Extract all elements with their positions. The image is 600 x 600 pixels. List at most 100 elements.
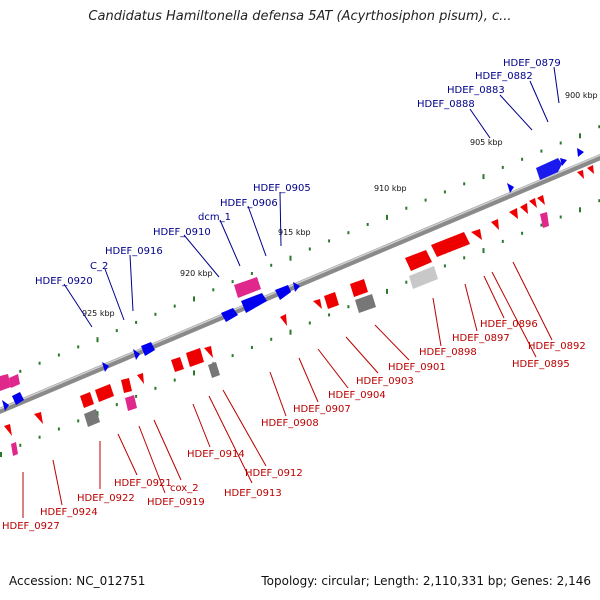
gene-label-hdef-0927[interactable]: HDEF_0927 [2, 521, 60, 532]
scale-tick [231, 354, 234, 358]
scale-tick [424, 198, 427, 202]
gene-label-hdef-0920[interactable]: HDEF_0920 [35, 276, 93, 287]
gene-feature[interactable] [280, 314, 287, 326]
gene-label-hdef-0898[interactable]: HDEF_0898 [419, 347, 477, 358]
scale-tick [386, 288, 388, 294]
gene-feature[interactable] [293, 282, 300, 292]
gene-label-hdef-0883[interactable]: HDEF_0883 [447, 85, 505, 96]
gene-feature[interactable] [204, 346, 213, 358]
gene-label-hdef-0922[interactable]: HDEF_0922 [77, 493, 135, 504]
gene-label-hdef-0901[interactable]: HDEF_0901 [388, 362, 446, 373]
gene-feature[interactable] [577, 170, 584, 179]
gene-feature[interactable] [275, 285, 291, 300]
gene-feature[interactable] [350, 279, 368, 297]
scale-tick [328, 313, 331, 317]
gene-label-hdef-0914[interactable]: HDEF_0914 [187, 449, 245, 460]
gene-label-hdef-0897[interactable]: HDEF_0897 [452, 333, 510, 344]
scale-tick [135, 394, 138, 398]
gene-feature[interactable] [80, 392, 94, 408]
gene-label-hdef-0912[interactable]: HDEF_0912 [245, 468, 303, 479]
gene-feature[interactable] [313, 299, 322, 309]
gene-label-hdef-0895[interactable]: HDEF_0895 [512, 359, 570, 370]
gene-label-c-2[interactable]: C_2 [90, 261, 108, 272]
gene-feature[interactable] [520, 203, 528, 214]
gene-feature[interactable] [405, 250, 432, 271]
gene-feature[interactable] [171, 357, 184, 372]
scale-tick [250, 272, 253, 275]
gene-feature[interactable] [491, 219, 499, 230]
scale-tick [501, 239, 504, 243]
gene-label-hdef-0892[interactable]: HDEF_0892 [528, 341, 586, 352]
gene-feature[interactable] [507, 183, 514, 193]
gene-feature[interactable] [577, 148, 584, 157]
scale-tick [347, 231, 350, 235]
gene-feature[interactable] [540, 212, 549, 228]
scale-tick [482, 174, 485, 180]
gene-label-hdef-0905[interactable]: HDEF_0905 [253, 183, 311, 194]
scale-tick [193, 296, 195, 302]
gene-label-hdef-0908[interactable]: HDEF_0908 [261, 418, 319, 429]
scale-label-925: 925 kbp [82, 309, 115, 318]
gene-feature[interactable] [431, 232, 470, 257]
gene-label-hdef-0896[interactable]: HDEF_0896 [480, 319, 538, 330]
gene-feature[interactable] [125, 395, 137, 411]
gene-label-hdef-0906[interactable]: HDEF_0906 [220, 198, 278, 209]
gene-feature[interactable] [4, 424, 12, 436]
gene-feature[interactable] [186, 348, 204, 367]
scale-tick [598, 125, 600, 129]
gene-feature[interactable] [221, 308, 238, 322]
gene-feature[interactable] [137, 373, 144, 384]
gene-feature[interactable] [11, 442, 18, 456]
gene-label-hdef-0907[interactable]: HDEF_0907 [293, 404, 351, 415]
gene-feature[interactable] [34, 412, 43, 424]
gene-feature[interactable] [0, 374, 11, 391]
gene-feature[interactable] [208, 362, 220, 378]
genome-summary-text: Topology: circular; Length: 2,110,331 bp… [261, 574, 591, 588]
gene-feature[interactable] [355, 294, 376, 313]
gene-label-hdef-0913[interactable]: HDEF_0913 [224, 488, 282, 499]
gene-feature[interactable] [409, 266, 438, 289]
gene-feature[interactable] [471, 229, 482, 240]
gene-label-hdef-0888[interactable]: HDEF_0888 [417, 99, 475, 110]
gene-feature[interactable] [536, 158, 562, 180]
gene-feature[interactable] [121, 378, 132, 393]
gene-feature[interactable] [537, 195, 545, 205]
gene-label-hdef-0924[interactable]: HDEF_0924 [40, 507, 98, 518]
gene-label-hdef-0879[interactable]: HDEF_0879 [503, 58, 561, 69]
gene-label-hdef-0910[interactable]: HDEF_0910 [153, 227, 211, 238]
gene-feature[interactable] [102, 362, 109, 372]
gene-feature[interactable] [587, 165, 594, 174]
gene-feature[interactable] [95, 384, 114, 402]
gene-feature[interactable] [12, 392, 24, 405]
gene-feature[interactable] [241, 293, 267, 313]
gene-feature[interactable] [509, 208, 518, 219]
scale-tick [540, 149, 543, 153]
gene-label-hdef-0882[interactable]: HDEF_0882 [475, 71, 533, 82]
scale-tick [173, 304, 176, 308]
gene-feature[interactable] [324, 292, 339, 309]
gene-label-dcm-1[interactable]: dcm_1 [198, 212, 231, 223]
gene-feature[interactable] [2, 400, 9, 411]
scale-tick [501, 165, 504, 169]
gene-label-hdef-0921[interactable]: HDEF_0921 [114, 478, 172, 489]
gene-feature[interactable] [9, 374, 20, 388]
gene-label-cox-2[interactable]: cox_2 [170, 483, 199, 494]
gene-feature[interactable] [529, 198, 537, 208]
gene-feature[interactable] [560, 158, 567, 166]
gene-feature[interactable] [141, 342, 155, 356]
scale-tick [579, 133, 581, 139]
gene-label-hdef-0916[interactable]: HDEF_0916 [105, 246, 163, 257]
scale-tick [38, 435, 41, 439]
gene-label-hdef-0904[interactable]: HDEF_0904 [328, 390, 386, 401]
scale-tick [115, 329, 118, 333]
gene-label-hdef-0919[interactable]: HDEF_0919 [147, 497, 205, 508]
footer: Accession: NC_012751 Topology: circular;… [0, 574, 600, 590]
scale-tick [482, 248, 485, 254]
scale-tick [270, 337, 273, 341]
gene-feature[interactable] [84, 409, 100, 427]
scale-label-905: 905 kbp [470, 138, 503, 147]
gene-feature[interactable] [133, 349, 140, 360]
gene-label-hdef-0903[interactable]: HDEF_0903 [356, 376, 414, 387]
gene-feature[interactable] [234, 277, 261, 298]
